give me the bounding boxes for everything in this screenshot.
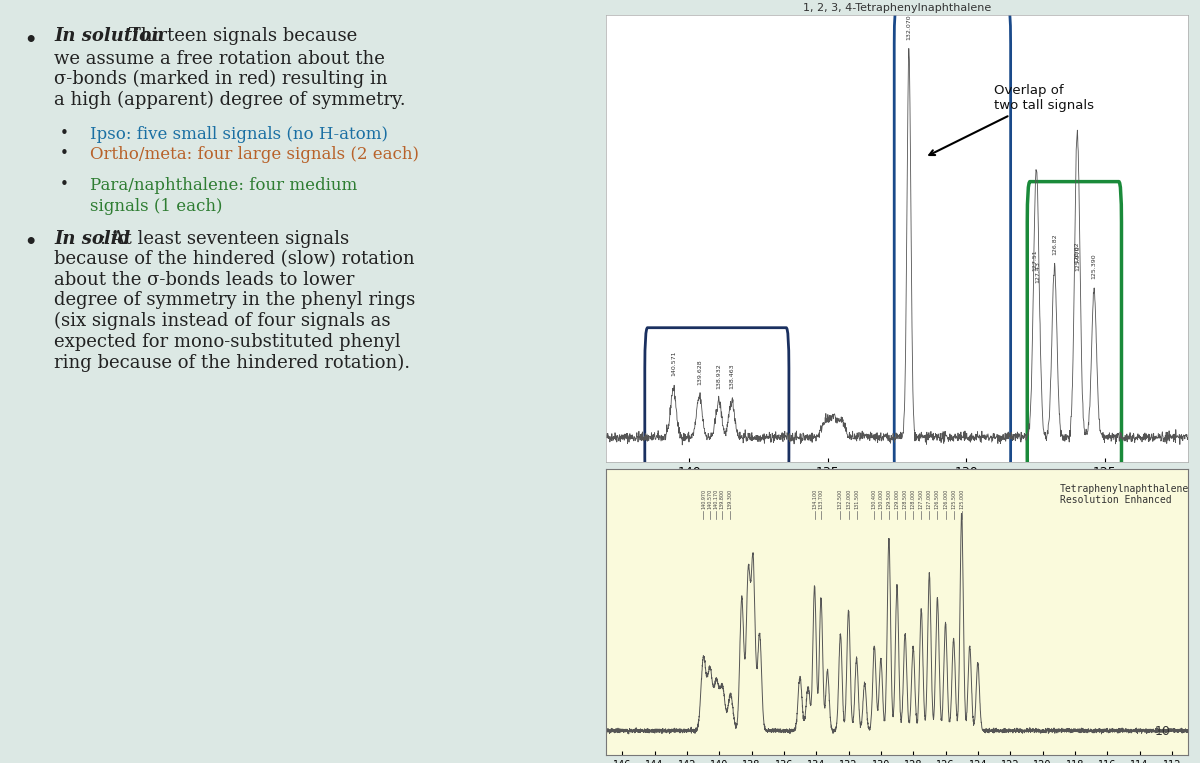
Text: 128.500: 128.500 — [902, 488, 907, 509]
Text: 127.43: 127.43 — [1036, 261, 1040, 283]
Text: 130.000: 130.000 — [878, 488, 883, 509]
Text: 127.51: 127.51 — [1033, 250, 1038, 271]
Text: In solution: In solution — [54, 27, 164, 46]
Text: : Thirteen signals because: : Thirteen signals because — [118, 27, 358, 46]
Text: 125.500: 125.500 — [952, 488, 956, 509]
Text: 126.02: 126.02 — [1074, 241, 1079, 262]
Text: ring because of the hindered rotation).: ring because of the hindered rotation). — [54, 353, 410, 372]
Text: 128.000: 128.000 — [911, 488, 916, 509]
Text: we assume a free rotation about the: we assume a free rotation about the — [54, 50, 385, 68]
Text: •: • — [60, 146, 68, 162]
Text: 127.500: 127.500 — [919, 488, 924, 509]
Text: 125.390: 125.390 — [1092, 253, 1097, 279]
Text: 129.500: 129.500 — [887, 488, 892, 509]
Text: σ-bonds (marked in red) resulting in: σ-bonds (marked in red) resulting in — [54, 70, 388, 89]
Text: (six signals instead of four signals as: (six signals instead of four signals as — [54, 312, 390, 330]
Text: 126.82: 126.82 — [1052, 233, 1057, 255]
Text: 140.170: 140.170 — [714, 488, 719, 509]
Text: 138.932: 138.932 — [716, 363, 721, 388]
Text: •: • — [24, 31, 36, 50]
Text: 125.970: 125.970 — [1075, 245, 1080, 271]
Text: Overlap of
two tall signals: Overlap of two tall signals — [929, 84, 1094, 155]
Text: because of the hindered (slow) rotation: because of the hindered (slow) rotation — [54, 250, 415, 269]
Text: 126.500: 126.500 — [935, 488, 940, 509]
Text: signals (1 each): signals (1 each) — [90, 198, 222, 215]
Text: 10: 10 — [1154, 725, 1170, 739]
Text: 132.000: 132.000 — [846, 488, 851, 509]
Text: 139.628: 139.628 — [697, 359, 702, 385]
Text: 129.000: 129.000 — [894, 488, 900, 509]
Text: 138.463: 138.463 — [730, 363, 734, 388]
Text: •: • — [60, 126, 68, 141]
Text: Ortho/meta: four large signals (2 each): Ortho/meta: four large signals (2 each) — [90, 146, 419, 163]
Text: : At least seventeen signals: : At least seventeen signals — [100, 230, 349, 248]
Text: 125.000: 125.000 — [959, 488, 964, 509]
Text: 134.100: 134.100 — [812, 488, 817, 509]
Title: 1, 2, 3, 4-Tetraphenylnaphthalene: 1, 2, 3, 4-Tetraphenylnaphthalene — [803, 3, 991, 13]
Text: 132.500: 132.500 — [838, 488, 842, 509]
Text: degree of symmetry in the phenyl rings: degree of symmetry in the phenyl rings — [54, 291, 415, 310]
Text: 126.000: 126.000 — [943, 488, 948, 509]
Text: 140.571: 140.571 — [671, 351, 676, 376]
Text: expected for mono-substituted phenyl: expected for mono-substituted phenyl — [54, 333, 401, 351]
Text: Ipso: five small signals (no H-atom): Ipso: five small signals (no H-atom) — [90, 126, 388, 143]
Text: •: • — [60, 177, 68, 192]
Text: 133.700: 133.700 — [818, 488, 823, 509]
Text: a high (apparent) degree of symmetry.: a high (apparent) degree of symmetry. — [54, 91, 406, 109]
Text: 140.570: 140.570 — [708, 488, 713, 509]
Text: 139.800: 139.800 — [720, 488, 725, 509]
Text: In solid: In solid — [54, 230, 131, 248]
Text: Para/naphthalene: four medium: Para/naphthalene: four medium — [90, 177, 358, 194]
Text: about the σ-bonds leads to lower: about the σ-bonds leads to lower — [54, 271, 354, 289]
Text: 140.970: 140.970 — [701, 488, 706, 509]
Text: 139.300: 139.300 — [728, 488, 733, 509]
Text: 130.400: 130.400 — [872, 488, 877, 509]
Text: 132.070: 132.070 — [906, 14, 912, 40]
Text: Tetraphenylnaphthalene
Resolution Enhanced: Tetraphenylnaphthalene Resolution Enhanc… — [1060, 484, 1189, 505]
Text: 127.000: 127.000 — [926, 488, 932, 509]
Text: •: • — [24, 233, 36, 252]
Text: 131.500: 131.500 — [854, 488, 859, 509]
